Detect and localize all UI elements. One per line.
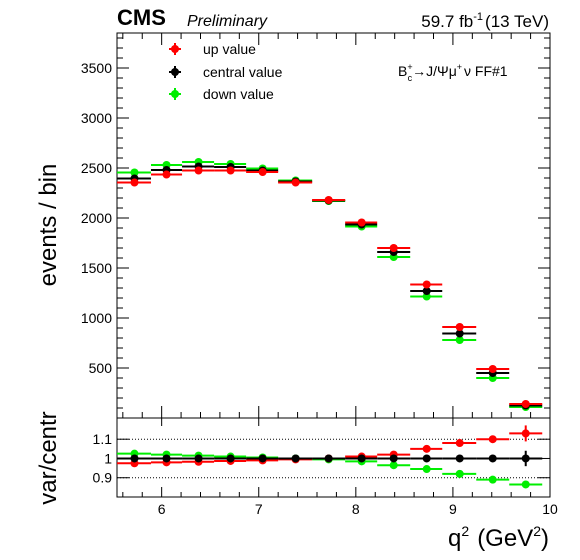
data-point xyxy=(488,475,497,484)
annotation-sub: c xyxy=(408,73,413,83)
legend-marker-central xyxy=(171,68,179,76)
data-point xyxy=(422,280,431,289)
data-point xyxy=(389,244,398,252)
data-point xyxy=(130,178,139,187)
main-y-tick-label: 3500 xyxy=(81,60,112,76)
data-point xyxy=(389,461,398,470)
x-axis-title: q2 (GeV2) xyxy=(448,523,549,552)
ratio-y-axis-title: var/centr xyxy=(35,411,62,504)
data-point xyxy=(194,454,203,463)
series-central-value xyxy=(117,454,543,463)
x-axis-title-var: q xyxy=(448,525,461,552)
experiment-label: CMS xyxy=(117,5,166,30)
x-tick-label: 6 xyxy=(158,501,166,517)
luminosity-value: 59.7 fb xyxy=(421,12,473,31)
data-point xyxy=(455,454,464,463)
legend-entry-up: up value xyxy=(169,41,256,57)
data-point xyxy=(455,439,464,448)
main-frame xyxy=(116,32,551,419)
data-point xyxy=(455,336,464,344)
data-point xyxy=(357,218,366,227)
main-y-tick-label: 2500 xyxy=(81,160,112,176)
ratio-y-tick-label: 0.9 xyxy=(93,470,113,486)
annotation-base: B xyxy=(398,63,407,79)
ratio-y-tick-label: 1 xyxy=(104,450,112,466)
data-point xyxy=(422,287,431,295)
luminosity-label: 59.7 fb-1 (13 TeV) xyxy=(421,11,549,31)
data-point xyxy=(226,166,235,175)
legend-marker-down xyxy=(171,90,179,98)
x-tick-label: 10 xyxy=(542,501,558,517)
data-point xyxy=(324,196,333,204)
data-point xyxy=(521,400,530,408)
data-point xyxy=(162,454,171,463)
x-tick-label: 8 xyxy=(352,501,360,517)
legend: up value central value down value xyxy=(169,41,283,102)
x-tick-label: 7 xyxy=(255,501,263,517)
legend-label-down: down value xyxy=(203,86,274,102)
process-annotation: B+ c→J/Ψμ+ ν FF#1 xyxy=(398,62,508,83)
luminosity-exponent: -1 xyxy=(473,11,483,23)
data-point xyxy=(455,323,464,331)
main-panel: 500 1000 1500 2000 2500 3000 3500 events / bin… xyxy=(35,32,551,419)
data-point xyxy=(488,435,497,444)
main-x-axis-ticks xyxy=(122,33,551,418)
data-point xyxy=(422,454,431,463)
x-axis-title-close: ) xyxy=(541,525,549,552)
data-point xyxy=(422,292,431,301)
legend-entry-down: down value xyxy=(169,86,274,102)
data-point xyxy=(455,469,464,478)
data-point xyxy=(130,168,139,177)
main-y-tick-label: 1500 xyxy=(81,260,112,276)
data-point xyxy=(488,454,497,463)
legend-entry-central: central value xyxy=(169,64,283,80)
data-point xyxy=(389,454,398,463)
data-point xyxy=(226,454,235,463)
data-point xyxy=(291,178,300,187)
main-y-axis: 500 1000 1500 2000 2500 3000 3500 xyxy=(81,37,550,409)
data-point xyxy=(324,454,333,463)
main-y-tick-label: 1000 xyxy=(81,310,112,326)
ratio-panel: 0.911.1 6 7 8 9 10 var/centr q2 (GeV2) xyxy=(35,411,558,552)
data-point xyxy=(194,166,203,175)
main-y-tick-label: 3000 xyxy=(81,110,112,126)
data-point xyxy=(521,480,530,489)
energy-label: (13 TeV) xyxy=(485,12,549,31)
legend-label-up: up value xyxy=(203,41,256,57)
data-point xyxy=(130,454,139,463)
data-point xyxy=(258,168,267,176)
annotation-rest: →J/Ψμ xyxy=(412,63,457,79)
ratio-x-axis: 6 7 8 9 10 xyxy=(122,418,558,517)
data-point xyxy=(455,329,464,338)
annotation-sup: + xyxy=(407,62,412,72)
ratio-y-axis: 0.9 1 1.1 xyxy=(93,431,550,486)
data-point xyxy=(422,444,431,453)
data-point xyxy=(357,454,366,463)
x-axis-title-unit: (GeV xyxy=(477,525,533,552)
legend-marker-up xyxy=(171,45,179,53)
ratio-y-tick-label: 1.1 xyxy=(93,431,113,447)
main-y-tick-label: 500 xyxy=(89,360,113,376)
data-point xyxy=(258,454,267,463)
data-point xyxy=(291,454,300,463)
status-label: Preliminary xyxy=(187,13,268,30)
annotation-tail: ν FF#1 xyxy=(464,63,508,79)
x-axis-title-unit-sup: 2 xyxy=(533,523,541,539)
data-point xyxy=(488,365,497,373)
main-y-tick-label: 2000 xyxy=(81,210,112,226)
data-point xyxy=(422,465,431,474)
annotation-sup2: + xyxy=(457,62,462,72)
main-y-axis-title: events / bin xyxy=(35,164,62,287)
main-series xyxy=(117,158,543,411)
ratio-series xyxy=(117,425,543,489)
series-up-value xyxy=(117,166,543,408)
x-axis-title-var-sup: 2 xyxy=(461,523,469,539)
data-point xyxy=(162,170,171,179)
x-tick-label: 9 xyxy=(449,501,457,517)
legend-label-central: central value xyxy=(203,64,283,80)
